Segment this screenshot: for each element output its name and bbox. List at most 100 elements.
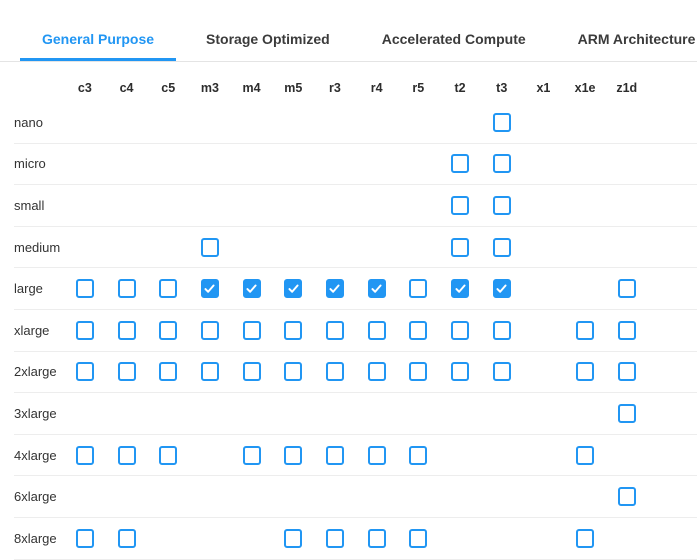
- cell-2xlarge-t2: [439, 352, 481, 393]
- grid-row-6xlarge: 6xlarge: [14, 476, 697, 518]
- checkbox-2xlarge-r5[interactable]: [409, 362, 428, 382]
- checkbox-medium-t2[interactable]: [451, 237, 470, 257]
- cell-large-m3: [189, 268, 231, 309]
- checkbox-medium-m3[interactable]: [200, 237, 219, 257]
- checkbox-2xlarge-m3[interactable]: [200, 362, 219, 382]
- tab-accelerated-compute[interactable]: Accelerated Compute: [381, 31, 526, 47]
- checkbox-8xlarge-r3[interactable]: [325, 528, 344, 548]
- checkbox-large-c5[interactable]: [159, 279, 178, 299]
- checkbox-small-t2[interactable]: [451, 195, 470, 215]
- checkbox-nano-t3[interactable]: [492, 112, 511, 132]
- checkbox-8xlarge-r5[interactable]: [409, 528, 428, 548]
- checkbox-xlarge-c3[interactable]: [75, 320, 94, 340]
- checkbox-2xlarge-x1e[interactable]: [576, 362, 595, 382]
- checkbox-8xlarge-c3[interactable]: [75, 528, 94, 548]
- empty-cell: [314, 185, 356, 226]
- checkbox-8xlarge-m5[interactable]: [284, 528, 303, 548]
- checkbox-xlarge-c5[interactable]: [159, 320, 178, 340]
- checkbox-xlarge-m3[interactable]: [200, 320, 219, 340]
- checkbox-xlarge-r3[interactable]: [325, 320, 344, 340]
- checkbox-xlarge-x1e[interactable]: [576, 320, 595, 340]
- checkbox-large-z1d[interactable]: [617, 279, 636, 299]
- checkbox-micro-t2[interactable]: [451, 154, 470, 174]
- cell-xlarge-r4: [356, 310, 398, 351]
- checkbox-large-t2[interactable]: [451, 279, 470, 299]
- checkbox-4xlarge-c3[interactable]: [75, 445, 94, 465]
- tab-storage-optimized[interactable]: Storage Optimized: [206, 31, 330, 47]
- checkbox-xlarge-c4[interactable]: [117, 320, 136, 340]
- checkbox-large-t3[interactable]: [492, 279, 511, 299]
- checkbox-4xlarge-m5[interactable]: [284, 445, 303, 465]
- checkbox-6xlarge-z1d[interactable]: [617, 487, 636, 507]
- empty-cell: [564, 476, 606, 517]
- checkbox-8xlarge-c4[interactable]: [117, 528, 136, 548]
- checkbox-micro-t3[interactable]: [492, 154, 511, 174]
- empty-cell: [314, 102, 356, 143]
- empty-cell: [523, 227, 565, 268]
- checkbox-2xlarge-c5[interactable]: [159, 362, 178, 382]
- checkbox-large-r4[interactable]: [367, 279, 386, 299]
- empty-cell: [439, 393, 481, 434]
- checkbox-8xlarge-r4[interactable]: [367, 528, 386, 548]
- checkbox-xlarge-r5[interactable]: [409, 320, 428, 340]
- checkbox-large-r3[interactable]: [325, 279, 344, 299]
- checkbox-2xlarge-r3[interactable]: [325, 362, 344, 382]
- checkbox-3xlarge-z1d[interactable]: [617, 403, 636, 423]
- cell-8xlarge-r3: [314, 518, 356, 559]
- checkbox-large-m3[interactable]: [200, 279, 219, 299]
- instance-type-grid: c3 c4 c5 m3 m4 m5 r3 r4 r5 t2 t3 x1 x1e z1d nano micro…: [14, 74, 697, 560]
- checkbox-4xlarge-r3[interactable]: [325, 445, 344, 465]
- cell-2xlarge-r3: [314, 352, 356, 393]
- checkbox-2xlarge-r4[interactable]: [367, 362, 386, 382]
- empty-cell: [439, 102, 481, 143]
- empty-cell: [314, 393, 356, 434]
- checkbox-2xlarge-m4[interactable]: [242, 362, 261, 382]
- empty-cell: [564, 393, 606, 434]
- checkbox-xlarge-t2[interactable]: [451, 320, 470, 340]
- checkbox-xlarge-r4[interactable]: [367, 320, 386, 340]
- cell-4xlarge-c5: [147, 435, 189, 476]
- empty-cell: [398, 185, 440, 226]
- checkbox-8xlarge-x1e[interactable]: [576, 528, 595, 548]
- checkbox-4xlarge-c5[interactable]: [159, 445, 178, 465]
- empty-cell: [189, 102, 231, 143]
- checkbox-large-m4[interactable]: [242, 279, 261, 299]
- checkbox-2xlarge-c3[interactable]: [75, 362, 94, 382]
- tab-arm-architecture[interactable]: ARM Architecture: [577, 31, 696, 47]
- checkbox-xlarge-z1d[interactable]: [617, 320, 636, 340]
- cell-xlarge-t3: [481, 310, 523, 351]
- checkbox-2xlarge-t2[interactable]: [451, 362, 470, 382]
- cell-2xlarge-m4: [231, 352, 273, 393]
- checkbox-4xlarge-r5[interactable]: [409, 445, 428, 465]
- empty-cell: [481, 476, 523, 517]
- checkbox-small-t3[interactable]: [492, 195, 511, 215]
- cell-4xlarge-r3: [314, 435, 356, 476]
- checkbox-4xlarge-c4[interactable]: [117, 445, 136, 465]
- cell-large-r3: [314, 268, 356, 309]
- checkbox-2xlarge-z1d[interactable]: [617, 362, 636, 382]
- checkbox-medium-t3[interactable]: [492, 237, 511, 257]
- checkbox-xlarge-t3[interactable]: [492, 320, 511, 340]
- cell-xlarge-r5: [398, 310, 440, 351]
- checkbox-4xlarge-x1e[interactable]: [576, 445, 595, 465]
- checkbox-large-c4[interactable]: [117, 279, 136, 299]
- checkbox-4xlarge-r4[interactable]: [367, 445, 386, 465]
- empty-cell: [147, 185, 189, 226]
- tab-general-purpose[interactable]: General Purpose: [20, 20, 177, 61]
- checkbox-4xlarge-m4[interactable]: [242, 445, 261, 465]
- checkbox-2xlarge-m5[interactable]: [284, 362, 303, 382]
- checkmark-icon: [288, 284, 299, 293]
- checkbox-2xlarge-c4[interactable]: [117, 362, 136, 382]
- grid-row-2xlarge: 2xlarge: [14, 352, 697, 394]
- checkbox-large-c3[interactable]: [75, 279, 94, 299]
- checkbox-large-r5[interactable]: [409, 279, 428, 299]
- grid-row-xlarge: xlarge: [14, 310, 697, 352]
- cell-large-r5: [398, 268, 440, 309]
- checkbox-large-m5[interactable]: [284, 279, 303, 299]
- empty-cell: [564, 268, 606, 309]
- empty-cell: [356, 227, 398, 268]
- checkbox-xlarge-m4[interactable]: [242, 320, 261, 340]
- checkbox-xlarge-m5[interactable]: [284, 320, 303, 340]
- checkbox-2xlarge-t3[interactable]: [492, 362, 511, 382]
- empty-cell: [106, 227, 148, 268]
